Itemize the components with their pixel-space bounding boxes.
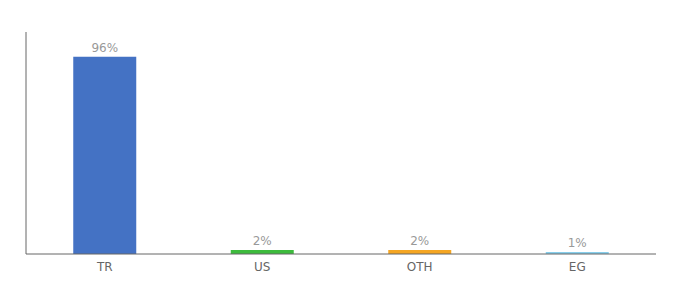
svg-text:US: US (254, 260, 270, 274)
svg-text:OTH: OTH (407, 260, 433, 274)
svg-text:96%: 96% (91, 41, 118, 55)
svg-text:2%: 2% (253, 234, 272, 248)
svg-text:2%: 2% (410, 234, 429, 248)
svg-text:TR: TR (96, 260, 113, 274)
svg-text:EG: EG (569, 260, 586, 274)
svg-text:1%: 1% (568, 236, 587, 250)
